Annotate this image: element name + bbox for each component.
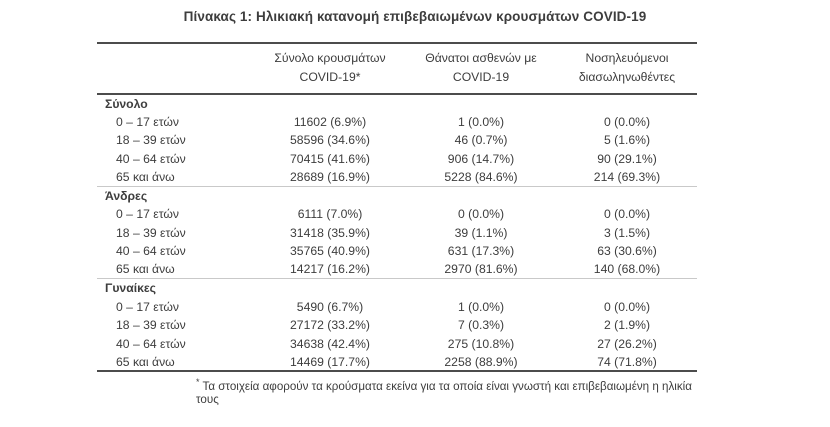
table-row: 0 – 17 ετών 11602 (6.9%) 1 (0.0%) 0 (0.0%) (97, 112, 697, 131)
deaths-cell: 2258 (88.9%) (444, 354, 518, 369)
table-row: 0 – 17 ετών 5490 (6.7%) 1 (0.0%) 0 (0.0%) (97, 297, 697, 316)
cases-cell: 35765 (40.9%) (290, 244, 370, 259)
age-cell: 40 – 64 ετών (116, 336, 186, 351)
section-label-row: Άνδρες (97, 185, 697, 205)
footnote-asterisk: * (196, 377, 200, 388)
age-cell: 40 – 64 ετών (116, 244, 186, 259)
deaths-cell: 0 (0.0%) (457, 207, 505, 222)
intubated-cell: 5 (1.6%) (603, 133, 651, 148)
table-header-row: Σύνολο κρουσμάτων COVID-19* Θάνατοι ασθε… (97, 42, 697, 95)
age-cell: 0 – 17 ετών (116, 114, 179, 129)
cases-cell: 11602 (6.9%) (293, 114, 367, 129)
intubated-cell: 0 (0.0%) (603, 207, 651, 222)
table-row: 65 και άνω 28689 (16.9%) 5228 (84.6%) 214 (… (97, 168, 697, 187)
table-row: 65 και άνω 14217 (16.2%) 2970 (81.6%) 140 (… (97, 260, 697, 279)
deaths-cell: 2970 (81.6%) (444, 262, 518, 277)
age-cell: 18 – 39 ετών (116, 225, 186, 240)
column-header-deaths: Θάνατοι ασθενών με COVID-19 (405, 42, 557, 95)
column-header-deaths-line1: Θάνατοι ασθενών με (425, 51, 537, 65)
column-header-intubated-line2: διασωληνωθέντες (578, 69, 676, 84)
cases-cell: 31418 (35.9%) (290, 225, 370, 240)
intubated-cell: 140 (68.0%) (593, 262, 661, 277)
cases-cell: 58596 (34.6%) (290, 133, 370, 148)
column-header-intubated: Νοσηλευόμενοι διασωληνωθέντες (557, 42, 697, 95)
age-cell: 0 – 17 ετών (116, 299, 179, 314)
age-cell: 18 – 39 ετών (116, 318, 186, 333)
intubated-cell: 3 (1.5%) (603, 225, 651, 240)
column-header-total-cases: Σύνολο κρουσμάτων COVID-19* (255, 42, 405, 95)
cases-cell: 28689 (16.9%) (290, 169, 370, 184)
intubated-cell: 0 (0.0%) (603, 299, 651, 314)
deaths-cell: 1 (0.0%) (457, 299, 505, 314)
section-label-row: Γυναίκες (97, 278, 697, 298)
table-row: 18 – 39 ετών 58596 (34.6%) 46 (0.7%) 5 (1.6… (97, 131, 697, 150)
age-cell: 0 – 17 ετών (116, 207, 179, 222)
covid-age-table: Σύνολο κρουσμάτων COVID-19* Θάνατοι ασθε… (97, 42, 697, 373)
age-cell: 65 και άνω (116, 169, 175, 184)
intubated-cell: 0 (0.0%) (603, 114, 651, 129)
page-title: Πίνακας 1: Ηλικιακή κατανομή επιβεβαιωμέ… (183, 9, 647, 24)
section-label-row: Σύνολο (97, 94, 697, 113)
age-cell: 65 και άνω (116, 262, 175, 277)
table-body: Σύνολο 0 – 17 ετών 11602 (6.9%) 1 (0.0%) 0 (… (97, 94, 697, 372)
deaths-cell: 39 (1.1%) (454, 225, 508, 240)
column-header-total-cases-line1: Σύνολο κρουσμάτων (274, 51, 386, 65)
cases-cell: 27172 (33.2%) (290, 318, 370, 333)
table-row: 18 – 39 ετών 31418 (35.9%) 39 (1.1%) 3 (1.5… (97, 223, 697, 242)
age-cell: 40 – 64 ετών (116, 151, 186, 166)
table-row: 40 – 64 ετών 34638 (42.4%) 275 (10.8%) 27 (… (97, 334, 697, 353)
column-header-deaths-line2: COVID-19 (452, 69, 510, 84)
cases-cell: 14469 (17.7%) (290, 354, 370, 369)
cases-cell: 70415 (41.6%) (290, 151, 370, 166)
cases-cell: 5490 (6.7%) (296, 299, 364, 314)
age-cell: 18 – 39 ετών (116, 133, 186, 148)
deaths-cell: 46 (0.7%) (454, 133, 508, 148)
section-label: Άνδρες (97, 185, 697, 205)
table-row: 18 – 39 ετών 27172 (33.2%) 7 (0.3%) 2 (1.9%… (97, 316, 697, 335)
column-header-intubated-line1: Νοσηλευόμενοι (585, 51, 669, 65)
section-label: Σύνολο (105, 96, 148, 111)
intubated-cell: 63 (30.6%) (597, 244, 657, 259)
deaths-cell: 7 (0.3%) (457, 318, 505, 333)
table-row: 40 – 64 ετών 70415 (41.6%) 906 (14.7%) 90 (… (97, 149, 697, 168)
table-row: 40 – 64 ετών 35765 (40.9%) 631 (17.3%) 63 (… (97, 242, 697, 261)
table-header: Σύνολο κρουσμάτων COVID-19* Θάνατοι ασθε… (97, 42, 697, 95)
intubated-cell: 74 (71.8%) (597, 354, 657, 369)
footnote: * Τα στοιχεία αφορούν τα κρούσματα εκείνα… (196, 377, 697, 406)
intubated-cell: 214 (69.3%) (593, 169, 661, 184)
intubated-cell: 27 (26.2%) (597, 336, 657, 351)
covid-age-table-container: Σύνολο κρουσμάτων COVID-19* Θάνατοι ασθε… (97, 42, 697, 406)
column-header-total-cases-line2: COVID-19* (299, 69, 361, 84)
cases-cell: 34638 (42.4%) (290, 336, 370, 351)
cases-cell: 6111 (7.0%) (297, 207, 363, 222)
deaths-cell: 275 (10.8%) (447, 336, 515, 351)
age-cell: 65 και άνω (116, 354, 175, 369)
footnote-text: Τα στοιχεία αφορούν τα κρούσματα εκείνα … (196, 380, 692, 407)
intubated-cell: 2 (1.9%) (603, 318, 651, 333)
table-row: 65 και άνω 14469 (17.7%) 2258 (88.9%) 74 (7… (97, 353, 697, 372)
deaths-cell: 1 (0.0%) (457, 114, 505, 129)
deaths-cell: 5228 (84.6%) (444, 169, 518, 184)
cases-cell: 14217 (16.2%) (290, 262, 370, 277)
intubated-cell: 90 (29.1%) (597, 151, 657, 166)
table-row: 0 – 17 ετών 6111 (7.0%) 0 (0.0%) 0 (0.0%) (97, 205, 697, 224)
deaths-cell: 631 (17.3%) (447, 244, 515, 259)
section-label: Γυναίκες (97, 278, 697, 298)
column-header-age (97, 42, 255, 95)
deaths-cell: 906 (14.7%) (447, 151, 515, 166)
